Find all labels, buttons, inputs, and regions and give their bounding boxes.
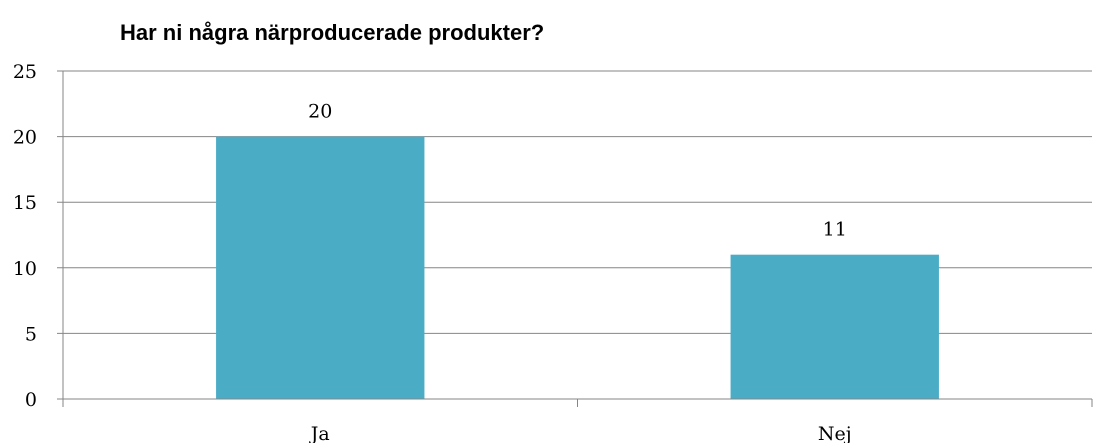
chart-title: Har ni några närproducerade produkter? [120, 20, 544, 45]
data-label: 11 [823, 219, 847, 241]
category-label: Nej [818, 423, 852, 443]
category-label: Ja [309, 423, 330, 443]
y-tick-label: 25 [13, 61, 37, 83]
y-tick-label: 15 [13, 192, 37, 214]
x-axis [57, 71, 1093, 407]
x-axis-category-labels: Ja Nej [309, 423, 852, 443]
bar-nej [730, 254, 939, 399]
bars [216, 136, 939, 399]
bar-ja [216, 136, 425, 399]
y-tick-label: 10 [13, 258, 37, 280]
y-tick-label: 20 [13, 127, 37, 149]
y-axis-tick-labels: 0 5 10 15 20 25 [13, 61, 37, 411]
data-label: 20 [308, 101, 332, 123]
y-tick-label: 0 [25, 389, 37, 411]
y-tick-label: 5 [25, 323, 37, 345]
